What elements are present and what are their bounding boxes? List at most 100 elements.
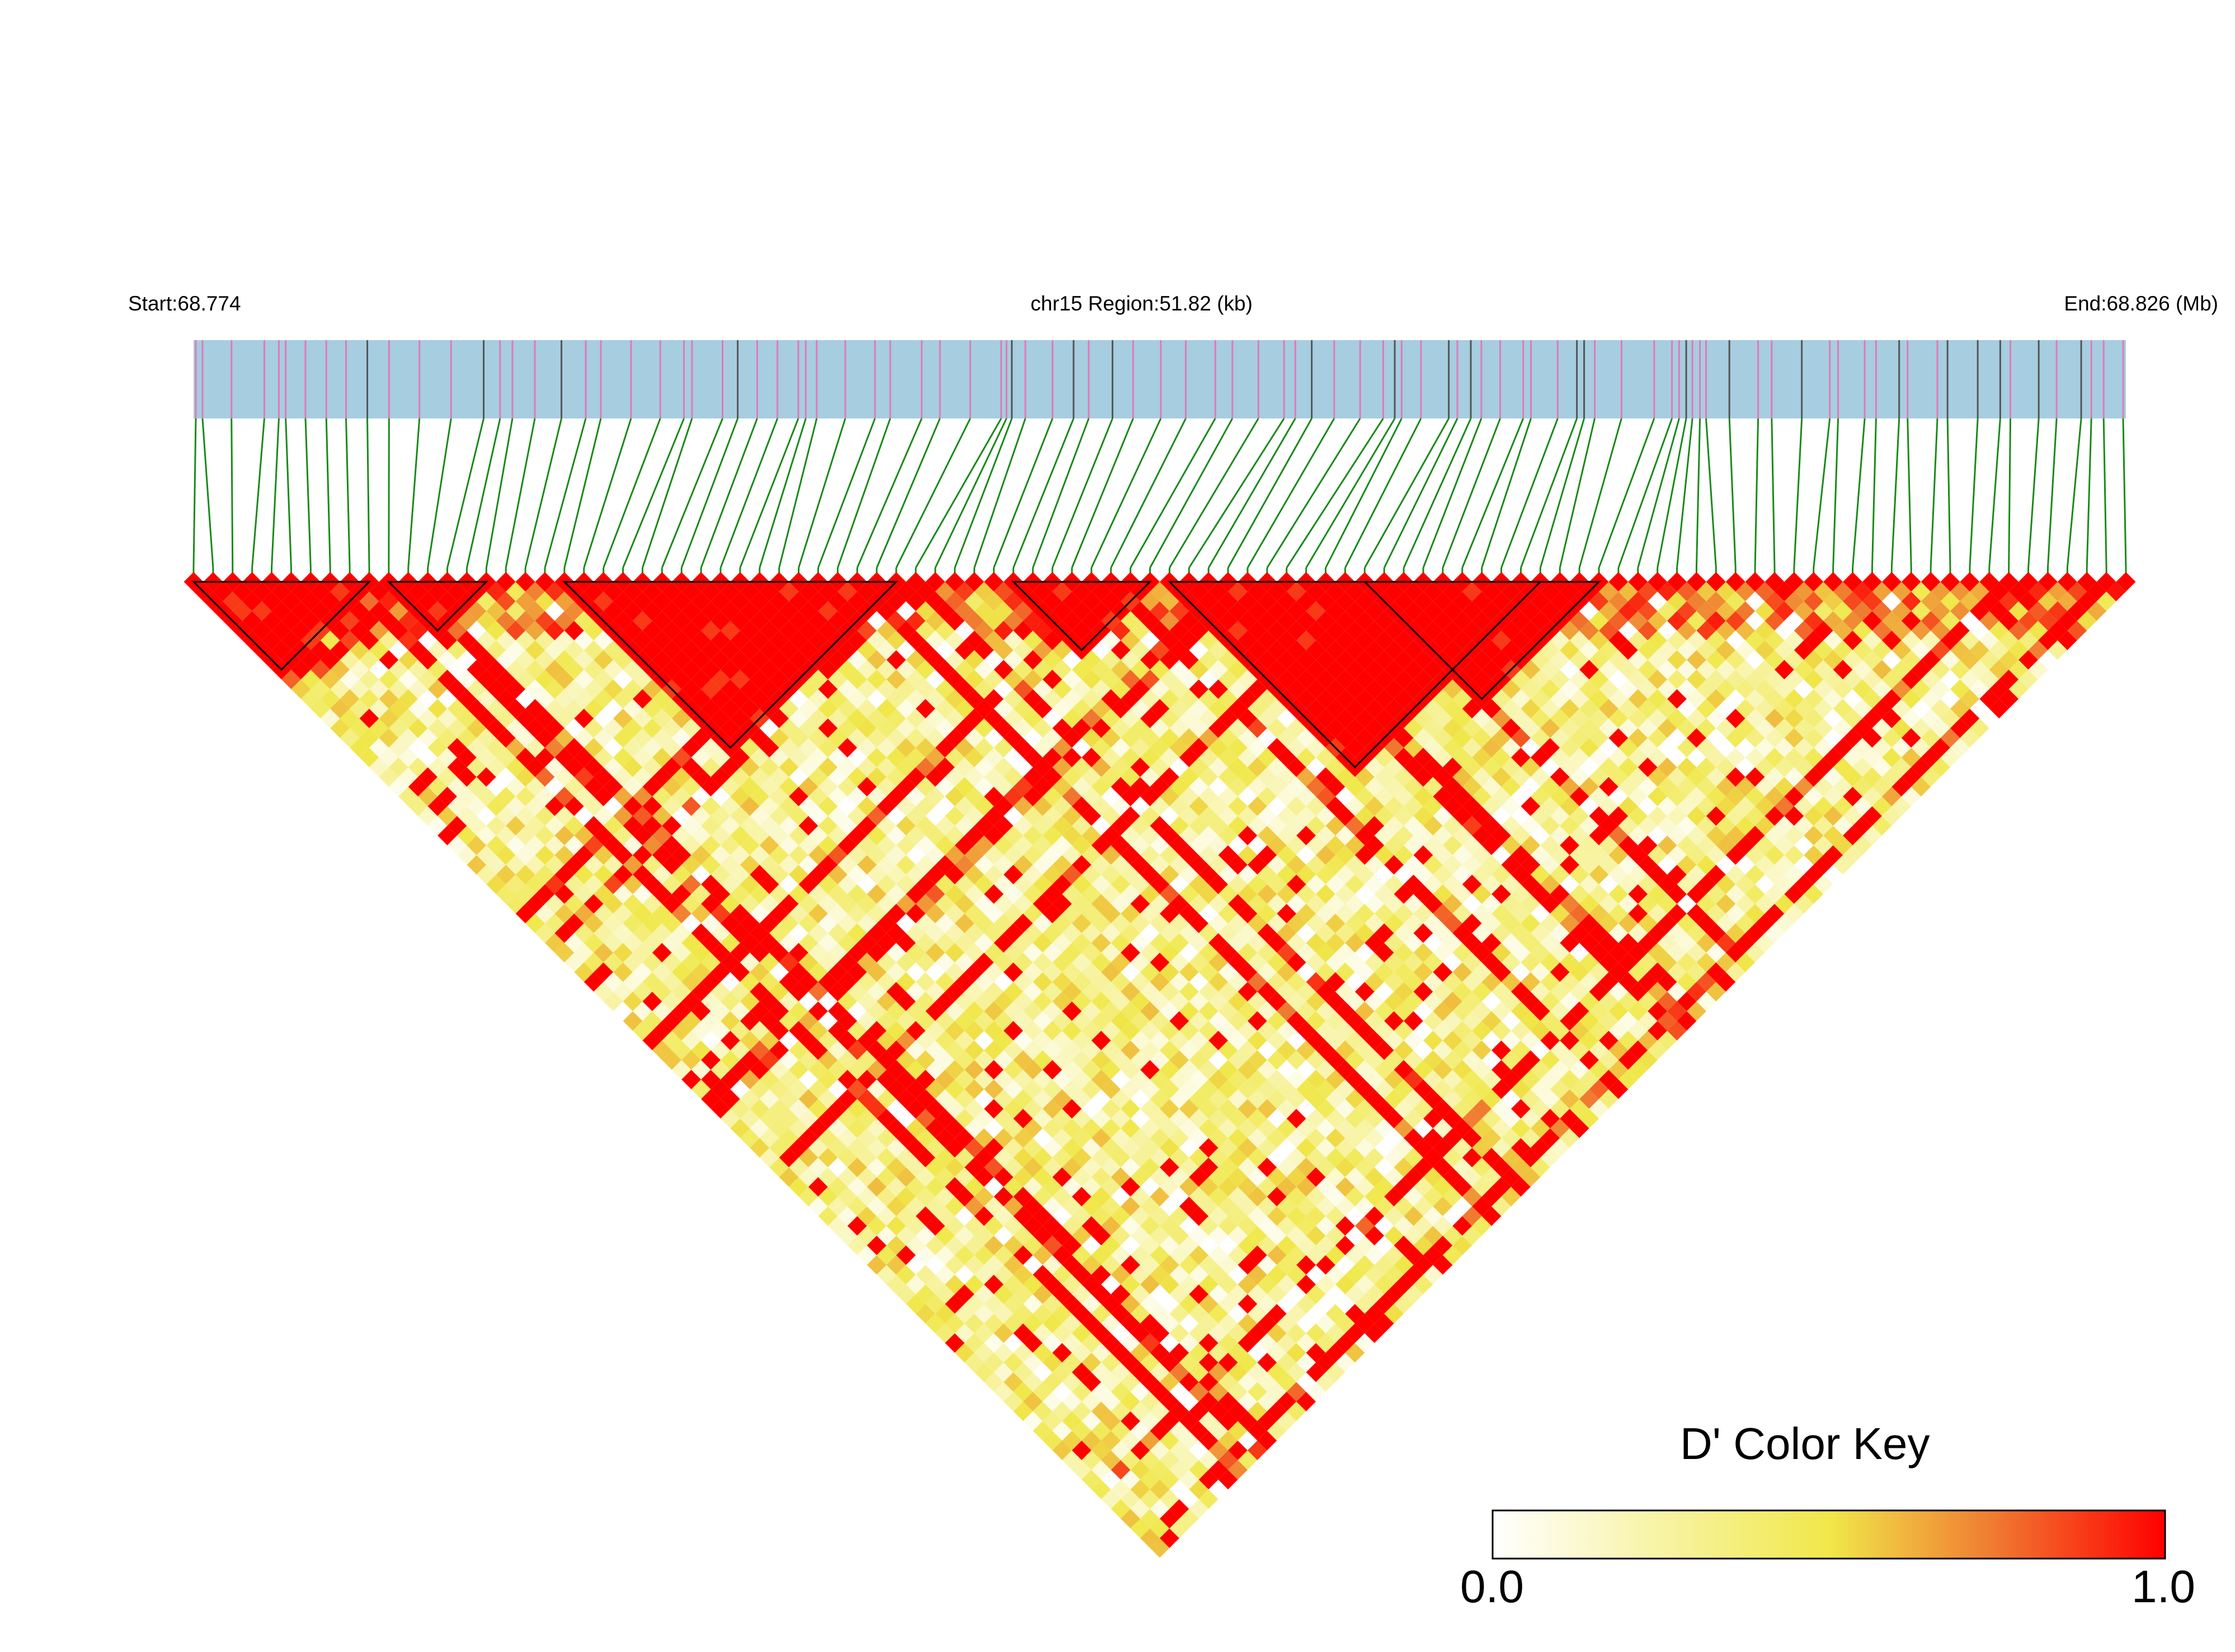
ld-cell xyxy=(915,1109,935,1128)
ld-cell xyxy=(545,933,564,953)
ld-cell xyxy=(281,591,301,611)
ld-cell xyxy=(1198,1411,1218,1431)
ld-cell xyxy=(1198,1099,1218,1119)
ld-cell xyxy=(1111,1206,1131,1226)
ld-cell xyxy=(994,679,1014,699)
ld-cell xyxy=(1306,1265,1326,1284)
ld-cell xyxy=(1657,972,1677,992)
ld-cell xyxy=(1423,933,1443,953)
ld-cell xyxy=(252,601,272,621)
ld-cell xyxy=(1101,689,1121,709)
ld-cell xyxy=(1404,1070,1423,1090)
ld-cell xyxy=(1433,689,1453,709)
ld-cell xyxy=(759,1070,779,1090)
ld-cell xyxy=(1198,1372,1218,1392)
ld-cell xyxy=(681,1070,702,1090)
ld-cell xyxy=(1511,1001,1531,1021)
ld-cell xyxy=(515,826,535,845)
ld-cell xyxy=(886,728,906,748)
gene-region-bar xyxy=(194,340,2126,418)
ld-cell xyxy=(1042,1235,1062,1255)
ld-cell xyxy=(1160,1001,1179,1021)
ld-cell xyxy=(1160,1509,1179,1529)
ld-cell xyxy=(945,650,965,670)
ld-cell xyxy=(847,670,867,689)
ld-cell xyxy=(613,670,633,689)
ld-cell xyxy=(525,835,545,855)
ld-cell xyxy=(271,582,291,601)
ld-cell xyxy=(1530,591,1550,611)
ld-cell xyxy=(847,826,867,845)
ld-cell xyxy=(1081,767,1102,787)
ld-cell xyxy=(1179,903,1199,924)
ld-cell xyxy=(1189,1011,1209,1031)
ld-cell xyxy=(1169,776,1189,797)
ld-cell xyxy=(1599,660,1618,680)
ld-cell xyxy=(1716,855,1736,875)
ld-cell xyxy=(1511,845,1531,865)
ld-cell xyxy=(1696,757,1716,777)
start-label: Start:68.774 xyxy=(128,292,241,315)
ld-cell xyxy=(847,689,867,709)
ld-cell xyxy=(1804,826,1824,845)
ld-cell xyxy=(1618,816,1638,836)
ld-cell xyxy=(1160,1450,1179,1470)
ld-cell xyxy=(320,689,340,709)
ld-cell xyxy=(642,1011,662,1031)
ld-cell xyxy=(418,767,438,787)
ld-cell xyxy=(1472,903,1492,924)
ld-cell xyxy=(1023,1197,1043,1216)
ld-cell xyxy=(1794,855,1814,875)
ld-cell xyxy=(1560,991,1580,1011)
ld-cell xyxy=(915,914,935,933)
ld-cell xyxy=(1062,1450,1082,1470)
ld-cell xyxy=(437,689,457,709)
ld-cell xyxy=(1042,1079,1062,1099)
ld-cell xyxy=(1150,738,1170,757)
ld-cell xyxy=(1394,1118,1414,1138)
ld-cell xyxy=(827,826,848,845)
ld-cell xyxy=(662,1011,682,1031)
ld-cell xyxy=(1042,1216,1062,1236)
ld-cell xyxy=(1481,660,1502,680)
ld-cell xyxy=(1218,1001,1238,1021)
ld-cell xyxy=(1648,826,1668,845)
ld-cell xyxy=(1257,1021,1277,1041)
ld-cell xyxy=(1491,864,1511,884)
ld-cell xyxy=(1218,1118,1238,1138)
ld-cell xyxy=(964,1177,984,1197)
ld-cell xyxy=(1462,1030,1482,1051)
ld-cell xyxy=(252,582,272,601)
ld-cell xyxy=(1325,757,1345,777)
ld-cell xyxy=(1472,767,1492,787)
ld-cell xyxy=(1072,874,1091,895)
ld-cell xyxy=(994,1362,1014,1382)
ld-cell xyxy=(1599,640,1618,660)
ld-cell xyxy=(1404,914,1423,933)
ld-cell xyxy=(1423,835,1443,855)
ld-cell xyxy=(398,747,418,768)
ld-cell xyxy=(994,816,1014,836)
ld-cell xyxy=(1101,864,1121,884)
ld-cell xyxy=(1198,1157,1218,1178)
ld-cell xyxy=(1121,1157,1141,1178)
ld-cell xyxy=(1521,952,1541,972)
ld-cell xyxy=(1013,991,1033,1011)
ld-cell xyxy=(1169,718,1189,738)
ld-cell xyxy=(984,1216,1004,1236)
ld-cell xyxy=(701,1089,721,1109)
ld-cell xyxy=(827,1060,848,1080)
ld-cell xyxy=(1335,806,1355,826)
ld-cell xyxy=(1755,894,1775,914)
ld-cell xyxy=(1150,1070,1170,1090)
ld-cell xyxy=(1550,650,1570,670)
ld-cell xyxy=(750,1040,770,1060)
ld-cell xyxy=(1140,1040,1160,1060)
ld-cell xyxy=(1599,1089,1618,1109)
ld-cell xyxy=(1033,1167,1053,1187)
ld-cell xyxy=(1481,640,1502,660)
ld-cell xyxy=(1667,670,1687,689)
ld-cell xyxy=(603,640,623,660)
ld-cell xyxy=(1218,1255,1238,1275)
ld-cell xyxy=(837,660,858,680)
